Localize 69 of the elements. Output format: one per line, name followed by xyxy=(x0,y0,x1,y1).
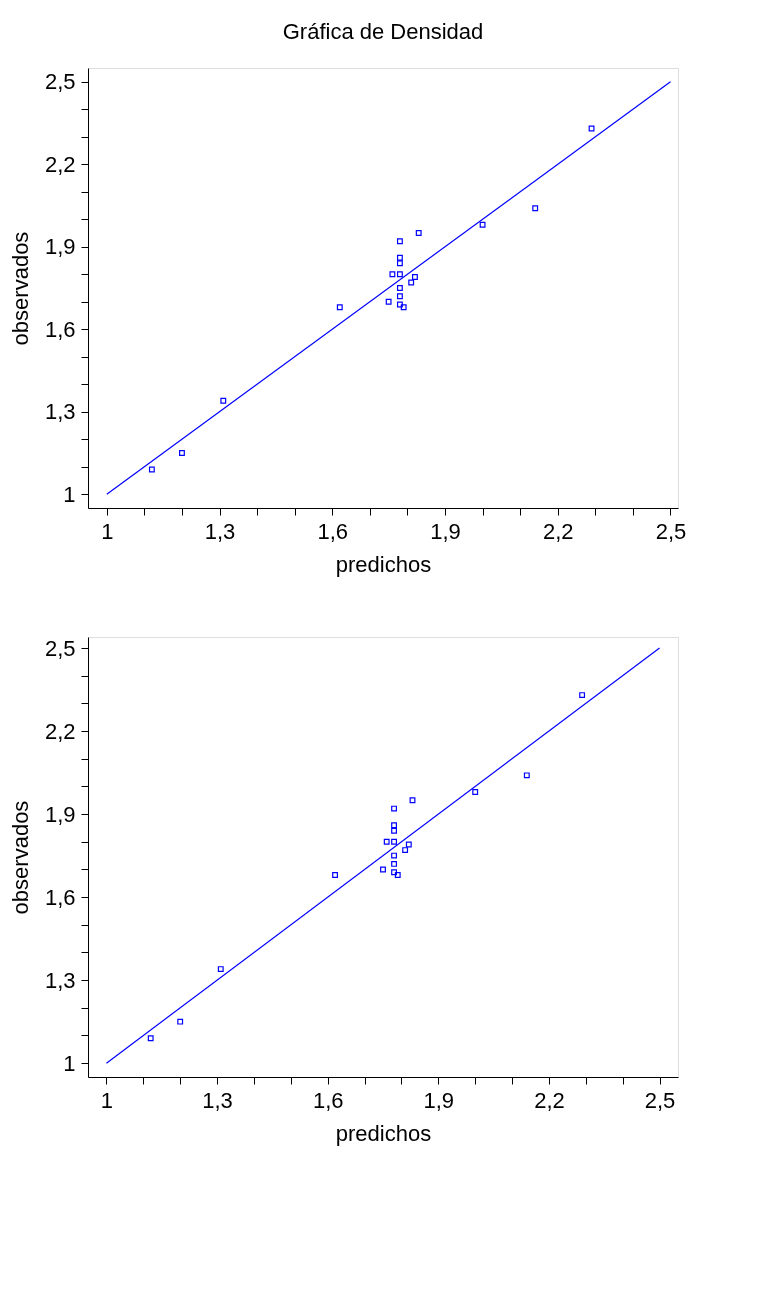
point xyxy=(588,125,595,132)
point xyxy=(479,221,486,228)
x-tick-label: 1,9 xyxy=(430,518,461,544)
point xyxy=(148,466,155,473)
point xyxy=(380,866,386,873)
y-tick-label: 1,3 xyxy=(44,967,76,993)
point xyxy=(391,827,398,834)
point xyxy=(220,397,227,404)
point xyxy=(391,805,398,812)
y-tick-label: 1,6 xyxy=(44,316,76,342)
y-tick-label: 1,9 xyxy=(44,801,76,827)
x-tick-label: 2,2 xyxy=(542,518,574,544)
point xyxy=(391,852,398,859)
point xyxy=(415,230,422,236)
point xyxy=(147,1035,154,1042)
y-tick-label: 2,5 xyxy=(44,635,76,661)
point xyxy=(391,860,398,867)
x-tick-label: 1 xyxy=(100,1087,114,1113)
point xyxy=(217,966,224,973)
y-tick-label: 1 xyxy=(63,1050,76,1076)
point xyxy=(523,772,530,779)
x-axis-title: predichos xyxy=(335,551,432,577)
point xyxy=(400,304,407,311)
y-tick-label: 1,3 xyxy=(44,399,76,425)
x-tick-label: 2,5 xyxy=(655,518,687,544)
x-tick-label: 1,6 xyxy=(312,1087,344,1113)
point xyxy=(409,797,416,804)
x-tick-label: 2,2 xyxy=(534,1087,565,1113)
point xyxy=(391,838,398,845)
point xyxy=(336,304,343,311)
point xyxy=(394,872,401,878)
y-tick-label: 1,9 xyxy=(44,234,76,260)
x-tick-label: 1,6 xyxy=(317,518,349,544)
x-axis-title: predichos xyxy=(335,1120,432,1146)
x-tick-label: 2,5 xyxy=(644,1087,676,1113)
point xyxy=(389,271,396,278)
point xyxy=(332,872,339,878)
point xyxy=(405,841,412,848)
y-tick-label: 2,5 xyxy=(44,69,76,95)
point xyxy=(472,789,479,795)
point xyxy=(396,301,403,308)
point xyxy=(408,279,415,286)
point xyxy=(391,822,398,829)
point xyxy=(383,838,390,845)
point xyxy=(532,205,539,212)
y-tick-label: 2,2 xyxy=(44,151,76,177)
chart-title: Gráfica de Densidad xyxy=(282,19,484,44)
y-axis-title: observados xyxy=(7,800,33,915)
point xyxy=(412,274,418,280)
point xyxy=(396,238,403,245)
point xyxy=(396,260,403,267)
x-tick-label: 1,9 xyxy=(423,1087,455,1113)
point xyxy=(177,1018,184,1025)
x-tick-label: 1,3 xyxy=(204,518,236,544)
point xyxy=(396,285,403,291)
y-tick-label: 2,2 xyxy=(44,718,76,744)
point xyxy=(396,293,403,300)
point xyxy=(385,298,392,305)
point xyxy=(179,450,185,456)
x-tick-label: 1,3 xyxy=(202,1087,233,1113)
point xyxy=(579,692,586,699)
y-axis-title: observados xyxy=(7,231,33,346)
y-tick-label: 1 xyxy=(63,481,76,507)
x-tick-label: 1 xyxy=(101,518,114,544)
point xyxy=(402,847,409,854)
point xyxy=(396,254,403,261)
point xyxy=(391,869,398,876)
point xyxy=(396,271,403,278)
y-tick-label: 1,6 xyxy=(44,884,76,910)
